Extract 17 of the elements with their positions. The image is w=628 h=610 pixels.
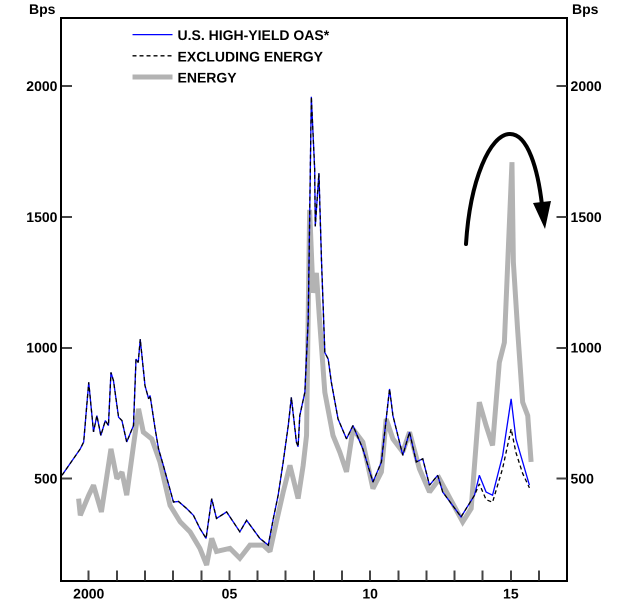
y2-tick-label: 1500 (570, 208, 602, 225)
y2-tick-label: 500 (570, 470, 594, 487)
x-tick-label: 15 (503, 586, 519, 602)
x-tick-label: 10 (362, 586, 378, 602)
y-tick-label: 1500 (26, 208, 58, 225)
y2-tick-label: 1000 (570, 340, 602, 356)
y2-axis-title: Bps (572, 1, 599, 17)
y-axis-title: Bps (29, 1, 56, 17)
y2-tick-label: 2000 (570, 78, 602, 94)
legend-label: U.S. HIGH-YIELD OAS* (178, 27, 330, 44)
y-tick-label: 2000 (26, 78, 58, 94)
y-tick-label: 500 (34, 470, 58, 487)
legend-label: EXCLUDING ENERGY (178, 48, 324, 64)
legend-label: ENERGY (178, 69, 238, 86)
x-tick-label: 2000 (73, 586, 105, 602)
x-tick-label: 05 (222, 586, 238, 602)
y-tick-label: 1000 (26, 340, 58, 356)
